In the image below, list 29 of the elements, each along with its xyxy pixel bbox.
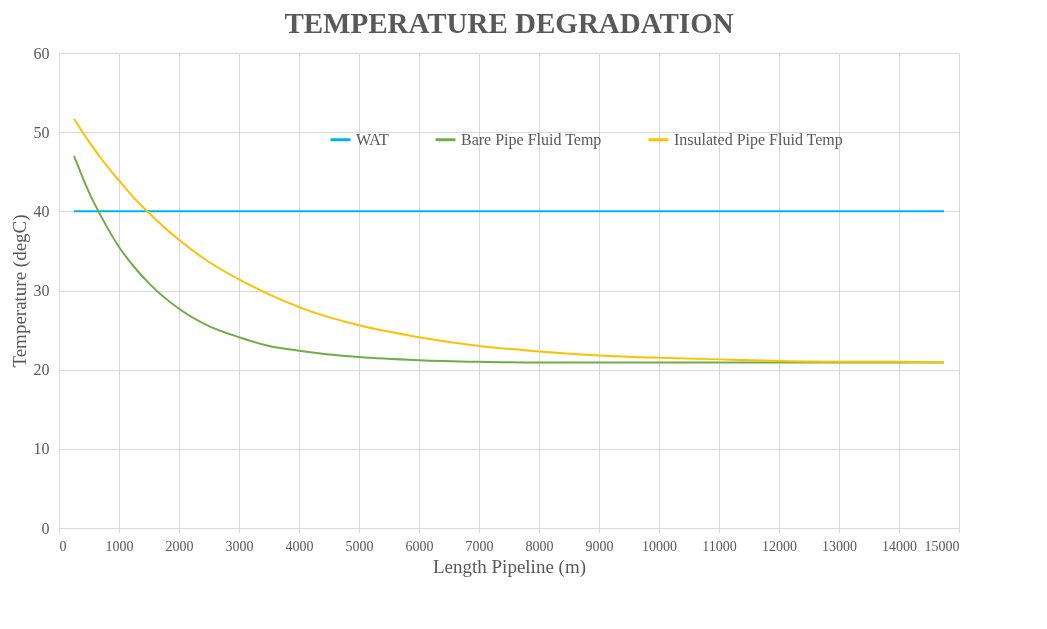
x-tick-label: 4000 [285,538,314,554]
x-axis-title: Length Pipeline (m) [432,555,587,578]
y-tick-label: 40 [33,202,50,220]
x-tick-label: 10000 [642,538,677,554]
x-tick-label: 1000 [105,538,134,554]
y-tick-label: 50 [33,123,50,141]
legend-label: Bare Pipe Fluid Temp [461,130,602,149]
x-tick-label: 6000 [405,538,434,554]
x-tick-label: 8000 [525,538,554,554]
legend-label: Insulated Pipe Fluid Temp [674,130,843,149]
x-tick-label: 7000 [465,538,494,554]
y-tick-label: 30 [33,282,50,299]
y-tick-label: 60 [33,44,50,62]
x-tick-label: 0 [59,538,67,554]
y-axis-title: Temperature (degC) [8,214,31,368]
chart-title: TEMPERATURE DEGRADATION [284,7,734,39]
x-tick-label: 2000 [165,538,194,554]
x-tick-label: 9000 [585,538,614,554]
x-tick-label: 5000 [345,538,374,554]
y-tick-label: 10 [33,440,50,458]
x-tick-label: 14000 [882,538,917,554]
y-tick-label: 20 [33,361,50,379]
legend-label: WAT [356,130,390,148]
x-tick-label: 12000 [762,538,797,554]
x-tick-label: 15000 [924,538,960,554]
x-tick-label: 3000 [225,538,254,554]
y-tick-label: 0 [41,519,50,537]
x-tick-label: 11000 [702,538,737,554]
x-tick-label: 13000 [822,538,857,554]
